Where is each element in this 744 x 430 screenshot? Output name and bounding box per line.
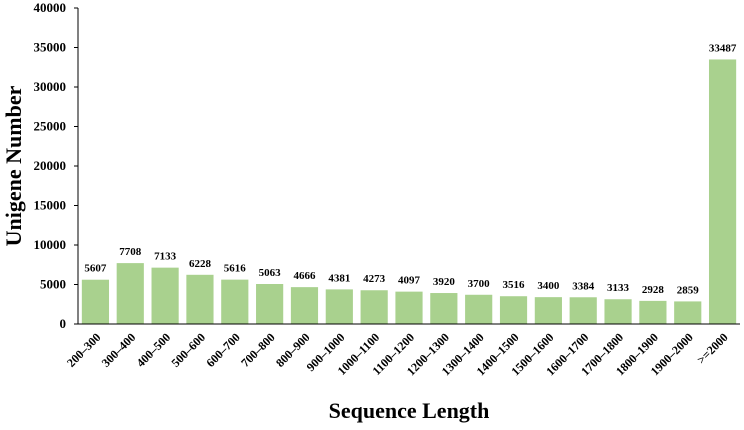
- bar-value-label: 3700: [468, 278, 491, 290]
- x-tick-label: 700–800: [238, 330, 278, 370]
- y-axis-title: Unigene Number: [1, 85, 26, 246]
- y-tick-label: 35000: [34, 40, 67, 55]
- bar: [221, 279, 249, 324]
- bar: [325, 289, 353, 324]
- bar-value-label: 5063: [259, 267, 282, 279]
- bars-group: [81, 59, 737, 325]
- x-tick-label: 400–500: [134, 330, 174, 370]
- bar-value-label: 3920: [433, 276, 456, 288]
- bar-value-label: 3384: [572, 280, 595, 292]
- x-tick-label: 300–400: [99, 330, 139, 370]
- x-tick-label: 600–700: [203, 330, 243, 370]
- data-labels-group: 5607 7708 7133 6228 5616 5063 4666 4381 4273 4097…: [84, 42, 736, 296]
- bar: [430, 293, 458, 324]
- y-tick-label: 15000: [34, 198, 67, 213]
- bar: [290, 287, 319, 324]
- bar-value-label: 5607: [84, 263, 107, 275]
- x-axis-title: Sequence Length: [329, 398, 490, 423]
- x-tick-label: 500–600: [168, 330, 208, 370]
- bar: [674, 301, 702, 324]
- x-axis-ticks: 200–300300–400400–500500–600600–700700–8…: [64, 330, 731, 378]
- bar: [604, 299, 632, 324]
- bar-value-label: 4097: [398, 275, 421, 287]
- bar-value-label: 5616: [224, 263, 247, 275]
- bar: [151, 267, 179, 324]
- y-tick-label: 20000: [34, 158, 67, 173]
- bar: [81, 279, 110, 324]
- y-tick-label: 25000: [34, 119, 67, 134]
- bar: [360, 290, 388, 324]
- bar-value-label: 7708: [119, 246, 142, 258]
- bar-value-label: 7133: [154, 251, 177, 263]
- bar-value-label: 2928: [642, 284, 665, 296]
- bar: [395, 291, 423, 324]
- bar: [116, 263, 144, 324]
- y-tick-label: 5000: [40, 277, 66, 292]
- bar: [534, 297, 562, 324]
- bar: [639, 300, 667, 324]
- bar-value-label: 33487: [709, 42, 737, 54]
- bar: [569, 297, 597, 324]
- bar: [186, 274, 214, 324]
- bar: [465, 294, 493, 324]
- x-tick-label: >=2000: [694, 330, 731, 367]
- bar-value-label: 4381: [328, 272, 350, 284]
- x-tick-label: 200–300: [64, 330, 104, 370]
- bar: [256, 284, 284, 324]
- bar-value-label: 4666: [293, 270, 316, 282]
- y-tick-label: 40000: [34, 0, 67, 15]
- bar: [499, 296, 528, 324]
- bar-value-label: 6228: [189, 258, 212, 270]
- y-axis-ticks: 0 5000 10000 15000 20000 25000 30000 35000 40000: [34, 0, 78, 331]
- bar: [708, 59, 737, 325]
- bar-value-label: 3133: [607, 282, 630, 294]
- bar-value-label: 3400: [537, 280, 560, 292]
- y-tick-label: 10000: [34, 237, 67, 252]
- y-tick-label: 30000: [34, 79, 67, 94]
- bar-value-label: 2859: [677, 284, 700, 296]
- bar-value-label: 3516: [503, 279, 526, 291]
- y-tick-label: 0: [60, 316, 67, 331]
- bar-value-label: 4273: [363, 273, 386, 285]
